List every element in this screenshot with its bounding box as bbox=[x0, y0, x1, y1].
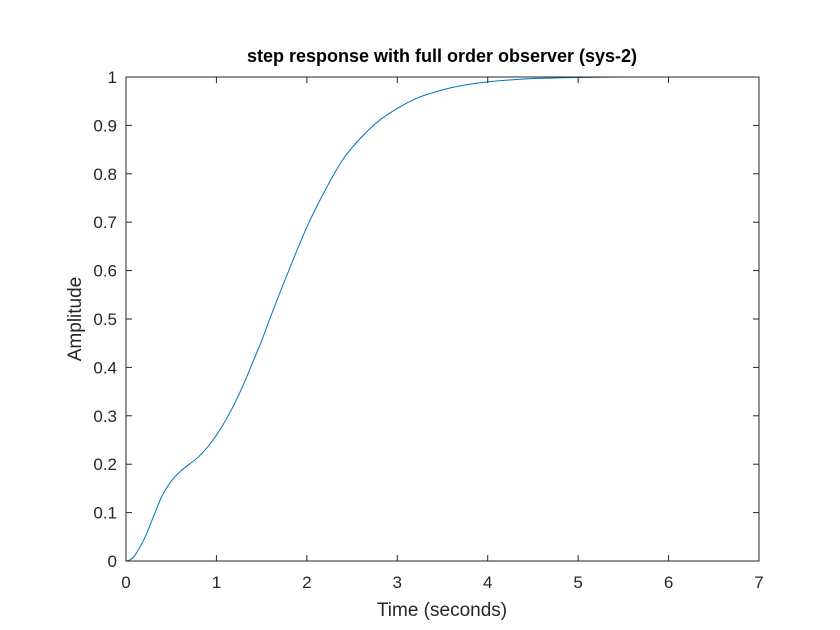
y-axis-ticks: 0 0.1 0.2 0.3 0.4 0.5 0.6 0.7 0.8 0.9 1 bbox=[93, 68, 759, 571]
x-tick-label: 7 bbox=[754, 573, 763, 592]
y-tick-label: 1 bbox=[108, 68, 117, 87]
x-axis-ticks: 0 1 2 3 4 5 6 7 bbox=[121, 77, 764, 592]
x-tick-label: 6 bbox=[664, 573, 673, 592]
x-tick-label: 1 bbox=[212, 573, 221, 592]
chart-title: step response with full order observer (… bbox=[247, 46, 637, 66]
axes-box bbox=[125, 76, 760, 562]
x-axis-label: Time (seconds) bbox=[377, 600, 507, 621]
x-tick-label: 4 bbox=[483, 573, 492, 592]
plot-area bbox=[125, 76, 759, 562]
x-tick-label: 5 bbox=[573, 573, 582, 592]
x-tick-label: 0 bbox=[121, 573, 130, 592]
y-axis-label: Amplitude bbox=[65, 277, 86, 362]
step-response-line bbox=[125, 76, 759, 562]
y-tick-label: 0.7 bbox=[93, 213, 117, 232]
y-tick-label: 0.9 bbox=[93, 116, 117, 135]
y-tick-label: 0.8 bbox=[93, 165, 117, 184]
y-tick-label: 0.5 bbox=[93, 310, 117, 329]
x-tick-label: 3 bbox=[393, 573, 402, 592]
y-tick-label: 0.1 bbox=[93, 504, 117, 523]
x-tick-label: 2 bbox=[302, 573, 311, 592]
y-tick-label: 0 bbox=[108, 552, 117, 571]
y-tick-label: 0.4 bbox=[93, 358, 117, 377]
y-tick-label: 0.3 bbox=[93, 407, 117, 426]
y-tick-label: 0.2 bbox=[93, 455, 117, 474]
y-tick-label: 0.6 bbox=[93, 262, 117, 281]
